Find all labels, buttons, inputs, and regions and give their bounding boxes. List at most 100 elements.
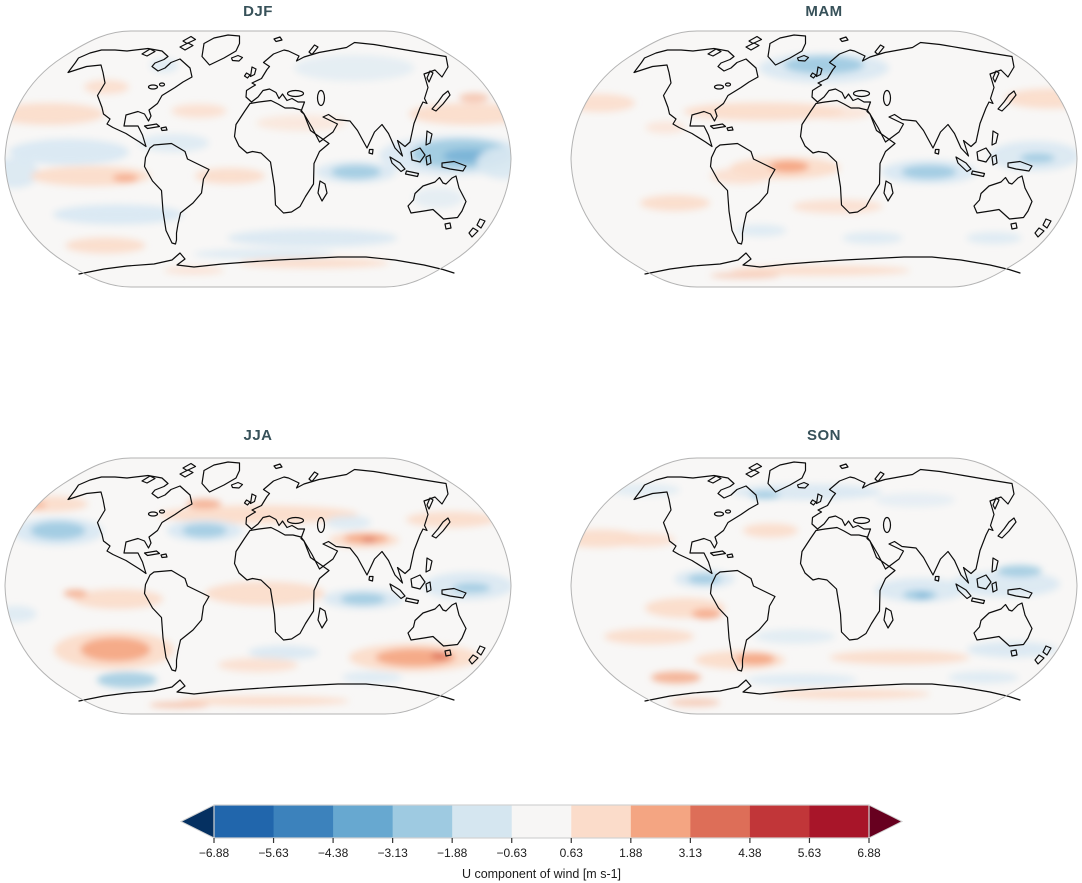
- anomaly-blob: [755, 629, 835, 644]
- colorbar-tick-label: 4.38: [738, 846, 762, 860]
- anomaly-blob: [747, 674, 857, 686]
- anomaly-blob: [769, 160, 809, 173]
- anomaly-blob: [294, 55, 414, 81]
- anomaly-blob: [967, 641, 1057, 658]
- anomaly-blob: [21, 501, 47, 509]
- anomaly-blob: [205, 581, 325, 606]
- anomaly-blob: [84, 80, 129, 94]
- colorbar-outline: [213, 804, 870, 839]
- anomaly-blob: [164, 266, 224, 275]
- anomaly-blob: [645, 121, 686, 134]
- anomaly-blob: [604, 628, 694, 645]
- anomaly-blob: [431, 652, 449, 660]
- colorbar-tick-label: 6.88: [857, 846, 881, 860]
- anomaly-blob: [651, 671, 701, 684]
- colorbar-tick-label: 5.63: [798, 846, 822, 860]
- anomaly-blob: [915, 593, 930, 599]
- anomaly-blob: [239, 258, 389, 268]
- colorbar-segment: [690, 805, 751, 838]
- colorbar-segment: [392, 805, 453, 838]
- anomaly-blob: [80, 637, 151, 662]
- colorbar-tick-label: −0.63: [497, 846, 528, 860]
- anomaly-blob: [452, 583, 491, 593]
- colorbar-extend-left: [179, 804, 215, 839]
- panel-title-mam: MAM: [805, 3, 843, 20]
- colorbar-segment: [571, 805, 632, 838]
- anomaly-blob: [406, 511, 496, 528]
- colorbar-tick-label: 0.63: [560, 846, 584, 860]
- anomaly-blob: [615, 533, 675, 547]
- colorbar-axis-label: U component of wind [m s-1]: [462, 867, 621, 881]
- colorbar-tick-label: −6.88: [199, 846, 230, 860]
- colorbar-tick-label: −3.13: [377, 846, 408, 860]
- anomaly-blob: [735, 653, 775, 665]
- anomaly-blob: [158, 505, 358, 524]
- colorbar-segment: [749, 805, 811, 838]
- anomaly-blob: [9, 139, 129, 165]
- anomaly-blob: [459, 93, 489, 103]
- anomaly-blob: [256, 115, 347, 131]
- colorbar-segment: [333, 805, 394, 838]
- anomaly-blob: [784, 56, 864, 74]
- colorbar-tick-label: −4.38: [318, 846, 349, 860]
- anomaly-blob: [736, 224, 786, 237]
- anomaly-blob: [186, 499, 222, 509]
- colorbar-tick-labels: −6.88 −5.63 −4.38 −3.13 −1.88 −0.63 0.63 1.88 3.…: [199, 846, 881, 860]
- colorbar-extend-right: [868, 804, 904, 839]
- anomaly-blob: [73, 589, 163, 609]
- anomaly-blob: [710, 168, 771, 184]
- anomaly-blob: [171, 104, 227, 118]
- anomaly-blob: [182, 523, 227, 538]
- colorbar-segment: [452, 805, 513, 838]
- anomaly-blob: [97, 672, 157, 688]
- anomaly-blob: [342, 671, 402, 684]
- anomaly-blob: [710, 272, 780, 279]
- map-panel-mam: [570, 30, 1078, 288]
- anomaly-blob: [683, 102, 844, 121]
- anomaly-blob: [875, 493, 955, 507]
- colorbar-tick-label: −5.63: [258, 846, 289, 860]
- anomaly-blob: [150, 58, 178, 73]
- anomaly-blob: [743, 523, 798, 538]
- anomaly-blob: [30, 521, 86, 540]
- anomaly-blob: [139, 134, 209, 152]
- anomaly-blob: [227, 229, 398, 247]
- anomaly-blob: [997, 565, 1042, 577]
- anomaly-blob: [194, 249, 334, 259]
- panel-title-jja: JJA: [243, 427, 273, 444]
- colorbar-segment: [273, 805, 334, 838]
- anomaly-blob: [195, 168, 265, 184]
- anomaly-blob: [829, 650, 970, 665]
- anomaly-blob: [476, 147, 511, 179]
- anomaly-blob: [948, 671, 1019, 684]
- colorbar-tick-label: −1.88: [437, 846, 468, 860]
- colorbar: −6.88 −5.63 −4.38 −3.13 −1.88 −0.63 0.63 1.88 3.…: [179, 804, 904, 881]
- anomaly-blob: [670, 698, 720, 707]
- anomaly-blob: [5, 158, 39, 188]
- anomaly-blob: [53, 204, 183, 225]
- anomaly-blob: [326, 515, 371, 530]
- anomaly-blob: [750, 491, 780, 499]
- anomaly-field-djf: [5, 55, 511, 275]
- anomaly-blob: [640, 195, 710, 211]
- anomaly-blob: [901, 165, 957, 179]
- anomaly-field-son: [571, 484, 1060, 707]
- anomaly-blob: [331, 165, 381, 179]
- anomaly-blob: [63, 589, 88, 598]
- anomaly-blob: [966, 232, 1022, 244]
- map-panel-son: [570, 457, 1078, 715]
- anomaly-blob: [413, 188, 463, 208]
- anomaly-blob: [5, 103, 104, 125]
- colorbar-segment: [214, 805, 275, 838]
- colorbar-ticks: [213, 838, 870, 843]
- panel-title-djf: DJF: [243, 3, 273, 20]
- anomaly-blob: [112, 174, 139, 182]
- colorbar-segment: [809, 805, 870, 838]
- colorbar-body: [179, 804, 904, 839]
- anomaly-blob: [810, 106, 870, 120]
- colorbar-tick-label: 3.13: [679, 846, 703, 860]
- colorbar-tick-label: 1.88: [619, 846, 643, 860]
- anomaly-blob: [179, 696, 349, 706]
- anomaly-blob: [770, 689, 930, 699]
